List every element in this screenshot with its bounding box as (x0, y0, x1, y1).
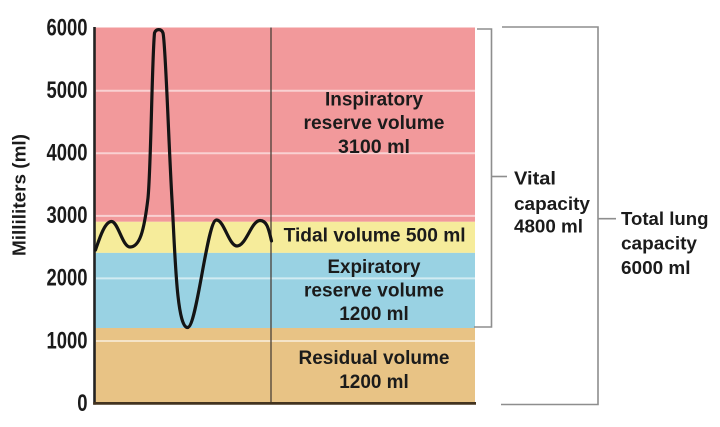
svg-text:reserve volume: reserve volume (304, 113, 445, 134)
svg-text:Expiratory: Expiratory (328, 257, 421, 278)
svg-text:6000 ml: 6000 ml (621, 258, 691, 278)
svg-text:Residual volume: Residual volume (299, 348, 450, 369)
svg-text:6000: 6000 (47, 14, 88, 41)
svg-text:Tidal volume 500 ml: Tidal volume 500 ml (284, 225, 466, 246)
svg-text:4000: 4000 (47, 140, 88, 167)
svg-text:reserve volume: reserve volume (304, 281, 444, 302)
svg-text:3000: 3000 (47, 202, 88, 229)
svg-text:Total lung: Total lung (621, 209, 709, 229)
svg-text:capacity: capacity (621, 234, 697, 254)
svg-text:1000: 1000 (47, 327, 88, 354)
svg-text:1200 ml: 1200 ml (339, 372, 409, 393)
svg-text:1200 ml: 1200 ml (339, 304, 409, 325)
svg-text:3100 ml: 3100 ml (338, 137, 410, 158)
svg-text:Milliliters (ml): Milliliters (ml) (9, 134, 30, 256)
svg-text:capacity: capacity (514, 194, 590, 214)
svg-text:Vital: Vital (514, 169, 556, 189)
svg-text:Inspiratory: Inspiratory (325, 90, 423, 111)
svg-text:5000: 5000 (47, 77, 88, 104)
svg-text:0: 0 (77, 390, 87, 417)
svg-text:4800 ml: 4800 ml (514, 217, 583, 237)
svg-text:2000: 2000 (47, 265, 88, 292)
